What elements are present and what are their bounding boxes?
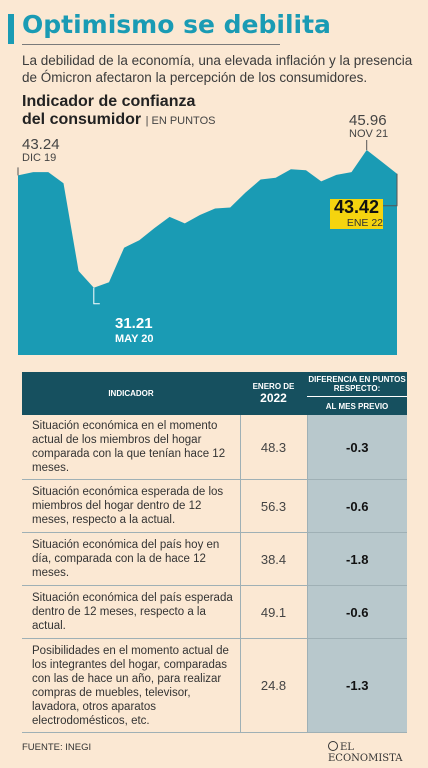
confidence-area: [18, 150, 397, 355]
row-diff: -0.3: [307, 415, 407, 480]
brand-name: EL ECONOMISTA: [328, 742, 403, 764]
brand-logo: EL ECONOMISTA: [328, 741, 428, 764]
brand-mark-icon: [328, 741, 338, 751]
row-indicator: Posibilidades en el momento actual de lo…: [22, 638, 241, 733]
row-indicator: Situación económica del país esperada de…: [22, 585, 241, 639]
header-period-line1: ENERO DE: [252, 382, 295, 391]
page-subtitle: La debilidad de la economía, una elevada…: [22, 53, 413, 85]
label-low-value: 31.21: [115, 315, 153, 332]
source-note: FUENTE: INEGI: [22, 742, 92, 753]
page-title: Optimismo se debilita: [22, 10, 331, 39]
label-latest-date: ENE 22: [346, 217, 383, 229]
label-latest-value: 43.42: [333, 197, 380, 217]
label-peak-value: 45.96: [349, 112, 387, 129]
title-divider: [22, 44, 280, 45]
chart-title-line1: Indicador de confianza: [22, 93, 196, 110]
latest-value-highlight: [330, 199, 383, 229]
table-row: Posibilidades en el momento actual de lo…: [22, 638, 407, 733]
header-diff-line2: RESPECTO:: [333, 384, 381, 393]
row-value: 24.8: [240, 638, 308, 733]
leader-low: [93, 287, 100, 305]
row-indicator: Situación económica en el momento actual…: [22, 415, 241, 480]
leader-latest: [383, 173, 398, 207]
indicator-table: INDICADOR ENERO DE 2022 DIFERENCIA EN PU…: [22, 372, 407, 733]
row-value: 38.4: [240, 532, 308, 586]
row-diff: -0.6: [307, 585, 407, 639]
row-value: 56.3: [240, 479, 308, 533]
confidence-area-chart: [17, 140, 398, 355]
header-diff-line1: DIFERENCIA EN PUNTOS: [308, 375, 406, 384]
header-period: ENERO DE 2022: [240, 372, 307, 415]
table-row: Situación económica esperada de los miem…: [22, 479, 407, 533]
table-row: Situación económica del país hoy en día,…: [22, 532, 407, 586]
chart-title-line2: del consumidor: [22, 111, 142, 128]
chart-unit: | EN PUNTOS: [145, 115, 216, 127]
header-difference: DIFERENCIA EN PUNTOS RESPECTO:: [307, 372, 407, 397]
header-indicator: INDICADOR: [22, 372, 240, 415]
label-start-date: DIC 19: [22, 152, 57, 164]
chart-title: Indicador de confianza del consumidor | …: [22, 93, 215, 130]
title-accent-bar: [8, 14, 14, 44]
label-peak-date: NOV 21: [349, 128, 389, 140]
label-low-date: MAY 20: [115, 333, 154, 345]
row-value: 48.3: [240, 415, 308, 480]
header-period-line2: 2022: [260, 391, 287, 405]
header-diff-sub: AL MES PREVIO: [307, 396, 407, 415]
row-diff: -0.6: [307, 479, 407, 533]
table-row: Situación económica en el momento actual…: [22, 415, 407, 480]
row-diff: -1.3: [307, 638, 407, 733]
label-start-value: 43.24: [22, 136, 60, 153]
row-indicator: Situación económica del país hoy en día,…: [22, 532, 241, 586]
row-indicator: Situación económica esperada de los miem…: [22, 479, 241, 533]
row-diff: -1.8: [307, 532, 407, 586]
row-value: 49.1: [240, 585, 308, 639]
table-row: Situación económica del país esperada de…: [22, 585, 407, 639]
